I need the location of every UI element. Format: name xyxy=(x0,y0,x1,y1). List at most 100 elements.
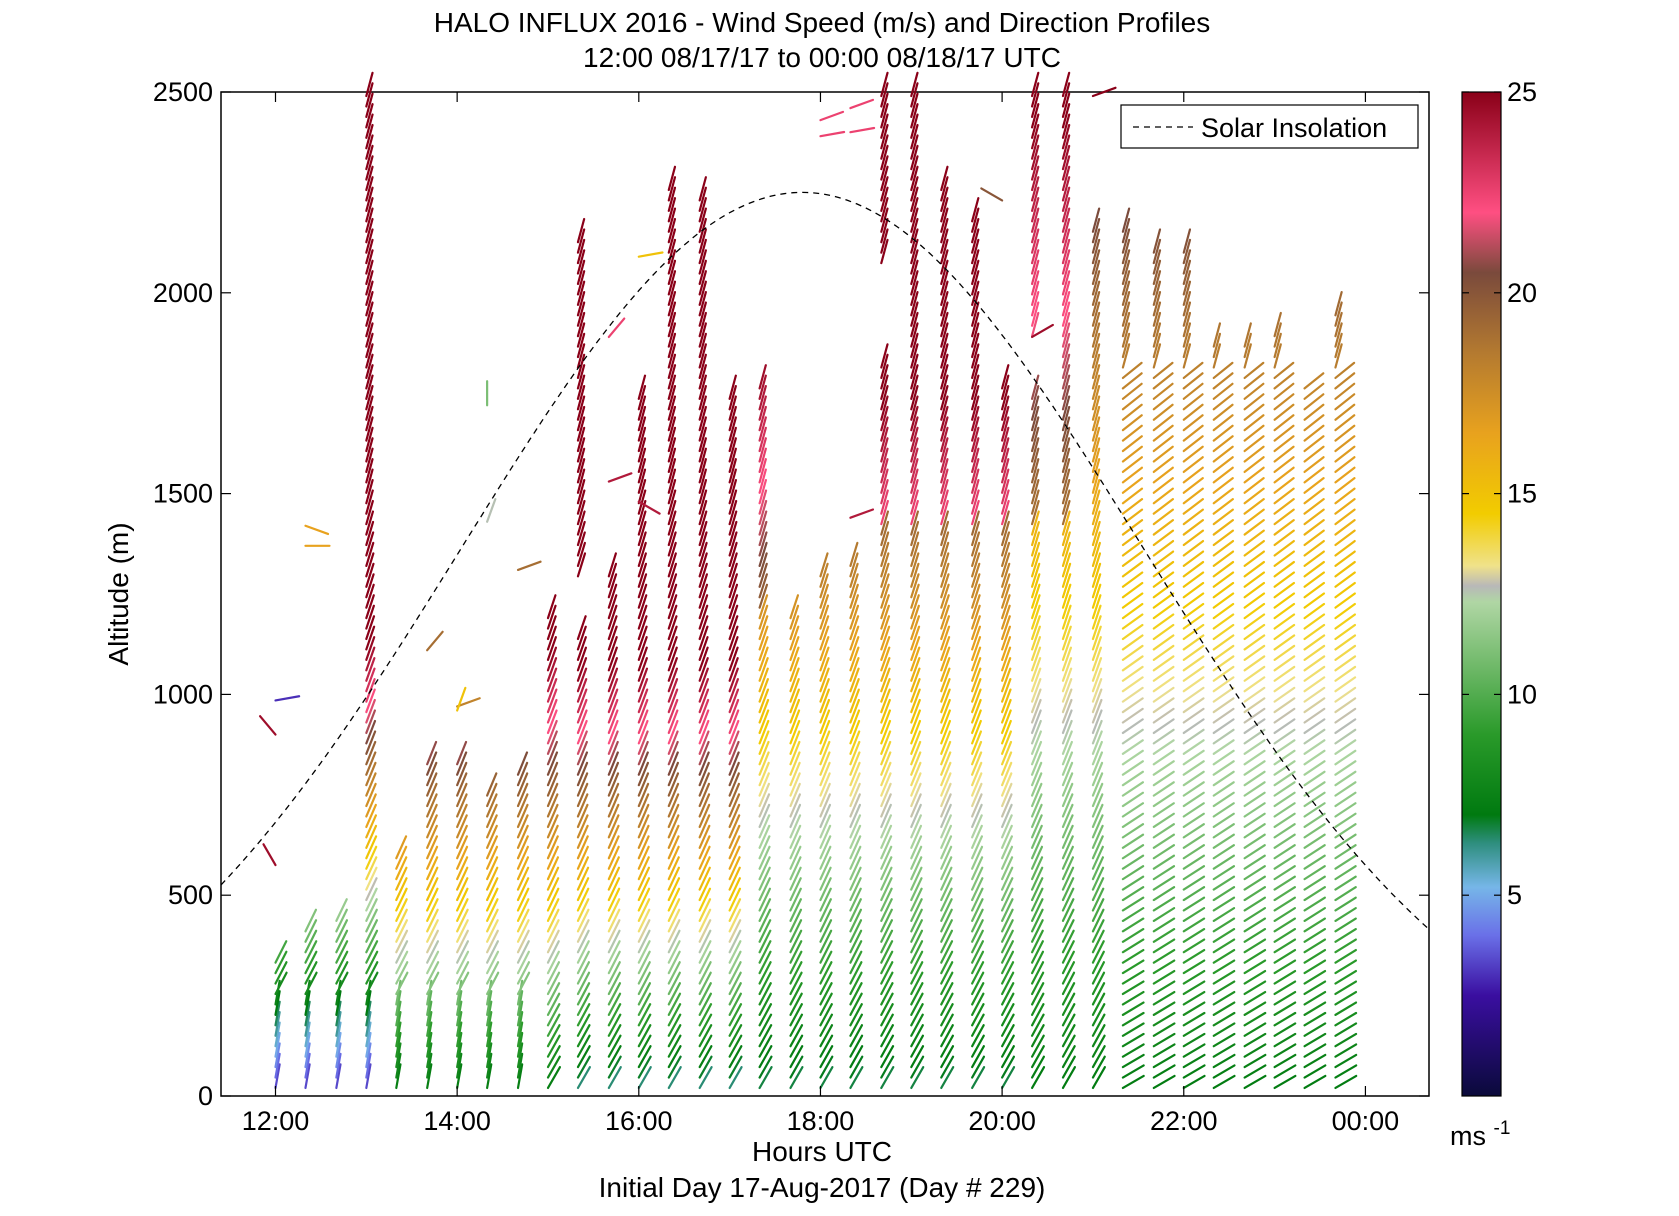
wind-barb xyxy=(758,458,767,484)
wind-barb xyxy=(607,1055,622,1079)
wind-barb xyxy=(1061,740,1073,766)
wind-barb xyxy=(486,1011,493,1037)
wind-barb xyxy=(728,971,742,996)
wind-barb xyxy=(1243,760,1266,776)
wind-barb xyxy=(576,499,586,526)
wind-barb xyxy=(849,740,861,766)
wind-barb xyxy=(849,971,863,996)
wind-barb xyxy=(456,761,468,787)
wind-barb xyxy=(1091,353,1101,380)
wind-barb xyxy=(1030,845,1044,870)
wind-barb xyxy=(1121,760,1144,776)
wind-barb xyxy=(728,657,739,682)
wind-barb xyxy=(1243,1043,1267,1058)
wind-barb xyxy=(971,197,980,223)
wind-barb xyxy=(1182,560,1205,578)
wind-barb xyxy=(395,990,402,1016)
wind-barb xyxy=(576,395,586,421)
wind-barb xyxy=(1091,217,1101,244)
wind-barb xyxy=(365,92,374,118)
wind-barb xyxy=(1152,823,1175,839)
wind-barb xyxy=(758,950,772,975)
wind-barb xyxy=(698,950,712,975)
wind-barb xyxy=(667,478,677,505)
wind-barb xyxy=(1303,728,1326,745)
wind-barb xyxy=(456,1031,463,1058)
wind-barb xyxy=(758,751,770,776)
wind-barb xyxy=(365,458,374,484)
wind-barb xyxy=(728,835,741,860)
wind-barb xyxy=(576,520,586,547)
wind-barb xyxy=(546,1003,561,1027)
wind-barb xyxy=(1212,760,1235,776)
wind-barb xyxy=(758,1045,773,1069)
wind-barb xyxy=(1030,165,1040,192)
wind-barb xyxy=(1091,1034,1106,1058)
wind-barb xyxy=(910,311,919,338)
wind-barb xyxy=(1030,740,1043,766)
wind-barb xyxy=(940,270,949,296)
wind-barb xyxy=(940,1055,955,1079)
wind-barb xyxy=(1001,950,1015,975)
wind-barb xyxy=(1061,562,1072,588)
wind-barb xyxy=(516,971,531,996)
wind-barb xyxy=(637,447,647,474)
wind-barb xyxy=(1121,332,1131,359)
wind-barb xyxy=(365,416,374,442)
wind-barb xyxy=(456,856,469,881)
wind-barb xyxy=(1212,372,1234,390)
wind-barb xyxy=(1243,917,1267,933)
wind-barb xyxy=(1212,896,1236,912)
wind-barb xyxy=(1152,228,1162,254)
wind-barb xyxy=(426,919,439,943)
wind-barb xyxy=(365,270,374,296)
wind-barb xyxy=(1030,238,1040,265)
wind-barb xyxy=(456,898,469,923)
y-tick-label: 0 xyxy=(198,1081,213,1111)
wind-barb xyxy=(698,531,708,557)
wind-barb xyxy=(1121,781,1144,797)
wind-barb xyxy=(546,615,557,641)
wind-barb xyxy=(1091,86,1117,98)
wind-barb xyxy=(819,552,829,578)
wind-barb xyxy=(971,228,980,254)
wind-barb xyxy=(1243,728,1266,745)
wind-barb xyxy=(1273,1074,1297,1090)
wind-barb xyxy=(1091,740,1103,766)
wind-barb xyxy=(1303,487,1325,505)
wind-barb xyxy=(940,291,949,317)
wind-barb xyxy=(637,1034,652,1058)
wind-barb xyxy=(880,489,889,515)
wind-barb xyxy=(426,751,438,776)
wind-barb xyxy=(576,1013,591,1037)
wind-barb xyxy=(910,887,923,912)
wind-barb xyxy=(971,405,980,432)
wind-barb xyxy=(1273,802,1296,818)
wind-barb xyxy=(971,719,982,745)
wind-barb xyxy=(1303,581,1326,599)
wind-barb xyxy=(576,270,586,296)
wind-barb xyxy=(1001,1045,1015,1069)
wind-barb xyxy=(1334,487,1356,505)
wind-barb xyxy=(940,636,951,661)
wind-barb xyxy=(758,573,768,599)
wind-barb xyxy=(1243,707,1266,724)
wind-barb xyxy=(1243,393,1265,411)
wind-barb xyxy=(849,594,859,620)
wind-barb xyxy=(667,343,677,369)
wind-barb xyxy=(880,866,893,891)
wind-barb xyxy=(1334,833,1357,849)
wind-barb xyxy=(486,919,499,943)
wind-barb xyxy=(365,845,378,870)
wind-barb xyxy=(1152,466,1174,484)
wind-barb xyxy=(576,919,590,943)
wind-barb xyxy=(1030,751,1043,776)
wind-barb xyxy=(1030,730,1042,755)
wind-barb xyxy=(1212,917,1236,933)
wind-barb xyxy=(1334,907,1357,923)
wind-barb xyxy=(1061,186,1071,212)
wind-barb xyxy=(1303,466,1325,484)
wind-barb xyxy=(667,657,678,682)
wind-barb xyxy=(456,814,468,839)
wind-barb xyxy=(365,332,374,359)
